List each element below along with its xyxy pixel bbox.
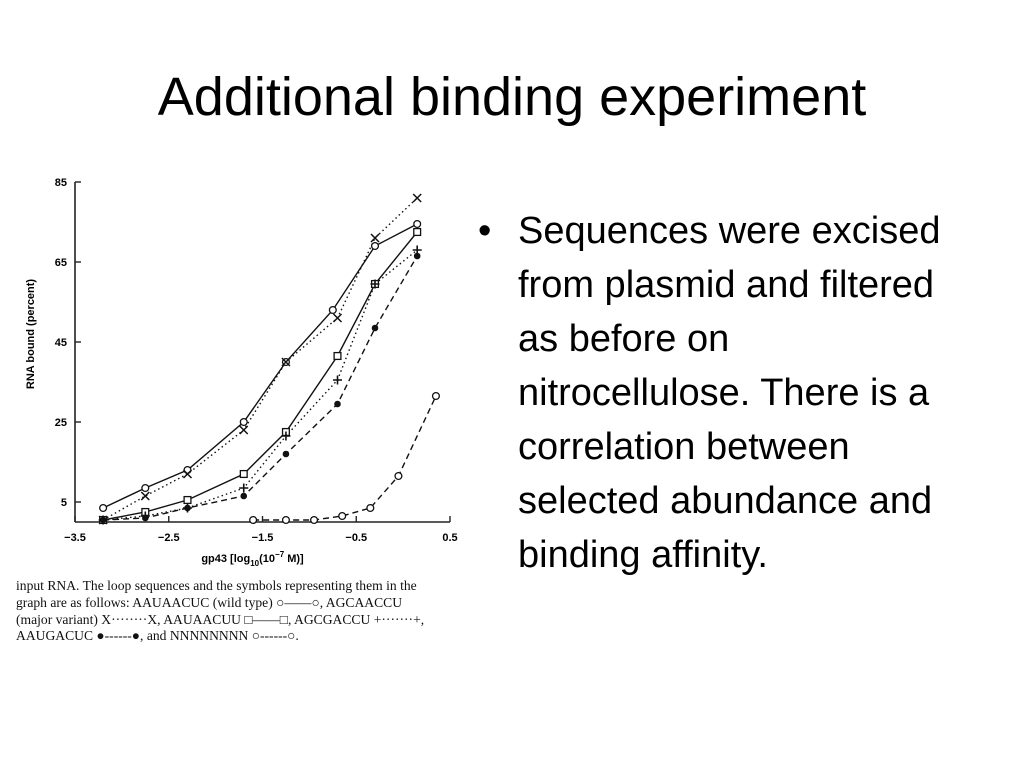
series-line bbox=[103, 255, 418, 521]
data-point-open-circle bbox=[431, 391, 440, 401]
data-point-open-circle bbox=[141, 483, 150, 493]
x-tick-label: −0.5 bbox=[345, 532, 367, 544]
data-point-square bbox=[413, 227, 422, 237]
data-point-square bbox=[333, 351, 342, 361]
data-point-open-circle bbox=[281, 515, 290, 525]
y-tick-label: 65 bbox=[55, 257, 67, 269]
data-point-filled-circle bbox=[413, 252, 421, 260]
data-point-plus bbox=[239, 483, 249, 493]
bullet-text: Sequences were excised from plasmid and … bbox=[518, 210, 941, 576]
data-point-filled-circle bbox=[282, 450, 290, 458]
y-tick-label: 25 bbox=[55, 417, 67, 429]
series-line bbox=[102, 223, 418, 509]
binding-chart: 5 25 45 65 85 −3.5 −2.5 −1.5 −0.5 0.5 RNA bound (p… bbox=[25, 177, 458, 568]
y-tick-label: 85 bbox=[55, 177, 67, 189]
data-point-open-circle bbox=[310, 515, 319, 525]
data-point-open-circle bbox=[370, 241, 380, 251]
y-axis-label: RNA bound (percent) bbox=[25, 279, 37, 390]
data-point-open-circle bbox=[366, 503, 375, 513]
data-point-open-circle bbox=[394, 471, 403, 481]
slide-title: Additional binding experiment bbox=[157, 67, 867, 127]
data-point-open-circle bbox=[239, 417, 248, 427]
data-point-filled-circle bbox=[371, 324, 379, 332]
data-point-square bbox=[239, 469, 248, 479]
y-tick-label: 45 bbox=[55, 337, 67, 349]
x-tick-label: −1.5 bbox=[252, 532, 274, 544]
bullet-item: • Sequences were excised from plasmid an… bbox=[478, 204, 958, 582]
data-point-open-circle bbox=[413, 219, 422, 229]
series-line bbox=[253, 395, 437, 521]
data-point-open-circle bbox=[328, 305, 337, 315]
bullet-list: • Sequences were excised from plasmid an… bbox=[478, 204, 958, 582]
bullet-glyph: • bbox=[478, 210, 492, 252]
data-point-filled-circle bbox=[142, 514, 149, 522]
data-point-filled-circle bbox=[240, 492, 248, 500]
data-point-filled-circle bbox=[334, 400, 341, 408]
data-point-filled-circle bbox=[99, 516, 107, 524]
caption-line: AAUGACUC ●------●, and NNNNNNNN ○------○… bbox=[16, 628, 299, 644]
data-point-plus bbox=[333, 375, 342, 385]
data-point-open-circle bbox=[99, 503, 108, 513]
caption-line: graph are as follows: AAUAACUC (wild typ… bbox=[16, 594, 403, 610]
data-point-plus bbox=[281, 431, 291, 441]
caption-line: (major variant) X········X, AAUAACUU □——… bbox=[16, 611, 425, 627]
data-point-open-circle bbox=[249, 515, 258, 525]
chart-series bbox=[102, 197, 437, 521]
data-point-x bbox=[281, 357, 291, 367]
data-point-open-circle bbox=[338, 511, 347, 521]
caption-line: input RNA. The loop sequences and the sy… bbox=[16, 578, 417, 593]
series-line bbox=[103, 249, 418, 521]
chart-axes: 5 25 45 65 85 −3.5 −2.5 −1.5 −0.5 0.5 RNA bound (p… bbox=[25, 177, 458, 568]
x-tick-label: −3.5 bbox=[64, 532, 86, 544]
series-line bbox=[102, 197, 418, 521]
y-tick-label: 5 bbox=[61, 497, 67, 509]
data-point-x bbox=[370, 233, 380, 243]
x-axis-label: gp43 [log10(10−7 M)] bbox=[201, 550, 304, 568]
data-point-filled-circle bbox=[184, 504, 191, 512]
figure-caption: input RNA. The loop sequences and the sy… bbox=[16, 578, 500, 645]
x-tick-label: −2.5 bbox=[158, 532, 180, 544]
data-point-x bbox=[239, 425, 249, 435]
data-point-x bbox=[332, 313, 343, 323]
data-point-x bbox=[412, 193, 422, 203]
data-point-square bbox=[183, 495, 192, 505]
series-line bbox=[102, 231, 418, 521]
chart-markers bbox=[98, 193, 440, 525]
data-point-x bbox=[140, 491, 150, 501]
binding-figure: 5 25 45 65 85 −3.5 −2.5 −1.5 −0.5 0.5 RNA bound (p… bbox=[20, 176, 506, 648]
data-point-plus bbox=[370, 279, 380, 289]
data-point-x bbox=[182, 469, 193, 479]
x-tick-label: 0.5 bbox=[442, 532, 457, 544]
